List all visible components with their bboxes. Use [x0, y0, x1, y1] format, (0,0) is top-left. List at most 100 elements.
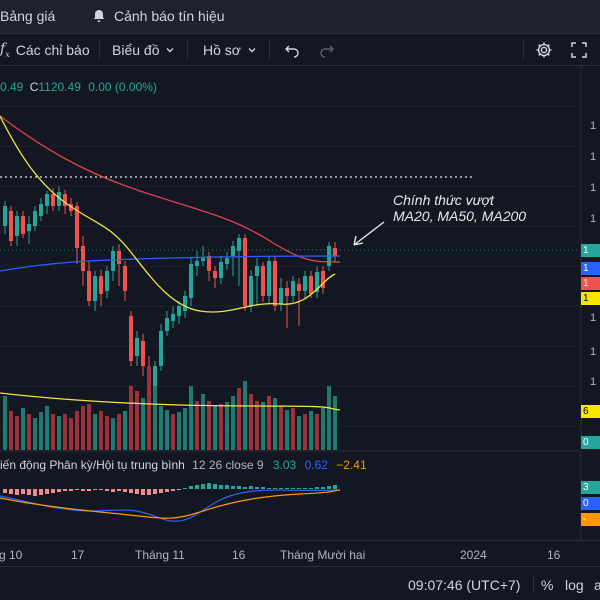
volume-bar — [93, 414, 97, 450]
macd-histogram-bar — [57, 489, 61, 492]
ma-red-line — [0, 115, 341, 263]
volume-bar — [315, 414, 319, 450]
log-toggle[interactable]: log — [565, 577, 584, 593]
volume-bar — [291, 408, 295, 450]
annotation-line-2: MA20, MA50, MA200 — [393, 208, 527, 224]
signal-line — [0, 489, 341, 519]
candle-body — [315, 272, 319, 292]
indicators-label: Các chỉ báo — [15, 42, 90, 58]
candle-body — [303, 276, 307, 291]
macd-legend: iến động Phân kỳ/Hội tụ trung bình 12 26… — [0, 458, 367, 472]
candle-body — [291, 281, 295, 296]
macd-histogram-bar — [201, 484, 205, 489]
candle-body — [195, 261, 199, 266]
volume-bar — [207, 401, 211, 450]
macd-value-signal: −2.41 — [336, 458, 367, 472]
candle-body — [261, 266, 265, 296]
candle-body — [333, 248, 337, 256]
macd-histogram-bar — [267, 488, 271, 489]
bell-icon — [93, 10, 105, 22]
arrow-icon — [353, 221, 385, 246]
candle-body — [255, 266, 259, 276]
redo-button[interactable] — [319, 40, 335, 60]
volume-bar — [33, 418, 37, 450]
volume-bar — [183, 408, 187, 450]
candle-body — [105, 271, 109, 291]
volume-bar — [99, 411, 103, 450]
chevron-down-icon — [166, 48, 174, 53]
volume-bar — [147, 366, 151, 450]
macd-histogram-bar — [93, 489, 97, 490]
time-axis[interactable]: g 10 17 Tháng 11 16 Tháng Mười hai 2024 … — [0, 540, 600, 566]
ohlc-legend: 0.49 C1120.49 0.00 (0.00%) — [0, 80, 157, 94]
volume-bar — [27, 414, 31, 450]
status-divider — [533, 576, 534, 592]
gear-icon — [536, 42, 552, 58]
indicators-button[interactable]: fx Các chỉ báo — [0, 40, 90, 60]
price-chart[interactable] — [0, 66, 600, 540]
macd-histogram-bar — [177, 489, 181, 490]
macd-tag-signal: - — [581, 513, 600, 526]
macd-histogram-bar — [9, 489, 13, 494]
price-tag-volume-ma: 6 — [581, 405, 600, 418]
macd-histogram-bar — [303, 488, 307, 489]
candle-body — [27, 224, 31, 231]
macd-histogram-bar — [3, 489, 7, 493]
volume-bar — [267, 396, 271, 450]
candle-body — [123, 266, 127, 291]
undo-button[interactable] — [284, 40, 300, 60]
candle-body — [129, 316, 133, 361]
macd-histogram-bar — [117, 489, 121, 491]
macd-histogram-bar — [21, 489, 25, 494]
ma-yellow-line — [0, 115, 336, 313]
x-axis-label: 2024 — [460, 548, 487, 562]
candle-body — [189, 264, 193, 298]
volume-bar — [117, 414, 121, 450]
fullscreen-button[interactable] — [571, 40, 587, 60]
volume-bar — [63, 414, 67, 450]
profile-dropdown[interactable]: Hồ sơ — [203, 40, 257, 60]
volume-bar — [87, 404, 91, 450]
price-board-tab[interactable]: Bảng giá — [0, 8, 55, 24]
macd-params: 12 26 close 9 — [192, 458, 264, 472]
settings-button[interactable] — [535, 40, 553, 60]
volume-bar — [219, 404, 223, 450]
clock-timezone[interactable]: 09:07:46 (UTC+7) — [408, 577, 521, 593]
candle-body — [309, 276, 313, 294]
macd-histogram-bar — [123, 489, 127, 492]
signal-alerts-label: Cảnh báo tín hiệu — [114, 8, 225, 24]
candle-body — [177, 306, 181, 316]
candle-body — [117, 251, 121, 264]
toolbar-divider — [187, 40, 188, 60]
signal-alerts-tab[interactable]: Cảnh báo tín hiệu — [92, 8, 225, 24]
volume-bar — [45, 406, 49, 450]
volume-bar — [9, 411, 13, 450]
fullscreen-icon — [571, 42, 587, 58]
chart-type-dropdown[interactable]: Biểu đồ — [112, 40, 175, 60]
candle-body — [201, 258, 205, 261]
candle-body — [63, 194, 67, 206]
volume-ma-line — [0, 392, 341, 411]
annotation-line-1: Chính thức vượt — [393, 192, 494, 208]
y-axis-label: 1 — [590, 151, 597, 163]
macd-value-macd: 0.62 — [304, 458, 328, 472]
toolbar-divider — [99, 40, 100, 60]
volume-bar — [273, 398, 277, 450]
macd-value-histogram: 3.03 — [272, 458, 297, 472]
macd-histogram-bar — [129, 489, 133, 493]
chart-annotation: Chính thức vượt MA20, MA50, MA200 — [393, 192, 526, 224]
volume-bar — [141, 398, 145, 450]
macd-histogram-bar — [87, 489, 91, 491]
y-axis-label: 1 — [590, 120, 597, 132]
x-axis-label: Tháng Mười hai — [280, 548, 366, 562]
candle-body — [165, 318, 169, 331]
percent-toggle[interactable]: % — [541, 577, 554, 593]
volume-bar — [159, 406, 163, 450]
macd-histogram-bar — [249, 486, 253, 489]
volume-bar — [165, 410, 169, 450]
macd-histogram-bar — [309, 488, 313, 489]
macd-histogram-bar — [81, 489, 85, 491]
macd-histogram-bar — [297, 488, 301, 489]
macd-histogram-bar — [291, 488, 295, 489]
auto-toggle[interactable]: a — [594, 577, 600, 593]
